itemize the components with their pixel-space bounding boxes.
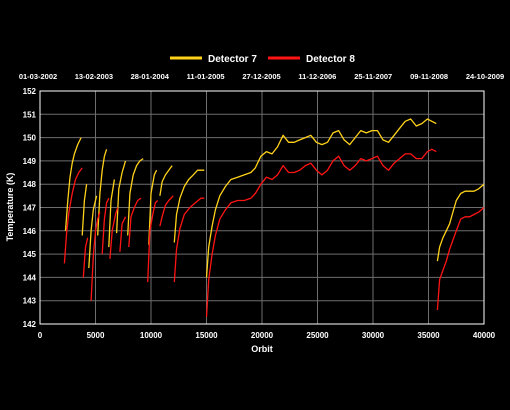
top-date-label: 28-01-2004: [131, 72, 170, 81]
legend: Detector 7 Detector 8: [170, 54, 355, 65]
series-line-segment: [159, 195, 174, 227]
top-date-label: 11-01-2005: [187, 72, 225, 81]
grid-lines: [40, 91, 484, 324]
series-line-segment: [205, 118, 437, 278]
top-date-label: 25-11-2007: [354, 72, 392, 81]
series-detector-8: [63, 148, 485, 318]
y-tick-label: 145: [23, 250, 37, 259]
top-date-label: 27-12-2005: [242, 72, 280, 81]
legend-label: Detector 8: [306, 54, 355, 65]
series-line-segment: [115, 160, 127, 234]
series-line-segment: [63, 167, 83, 264]
x-tick-label: 40000: [473, 331, 496, 340]
y-tick-label: 151: [23, 110, 37, 119]
series-line-segment: [127, 158, 144, 236]
x-tick-label: 30000: [362, 331, 385, 340]
x-tick-label: 20000: [251, 331, 274, 340]
x-axis-label: Orbit: [251, 344, 273, 354]
series-line-segment: [147, 200, 159, 283]
y-tick-label: 149: [23, 157, 37, 166]
series-line-segment: [173, 197, 205, 283]
x-tick-label: 10000: [140, 331, 163, 340]
y-tick-label: 148: [23, 180, 37, 189]
x-tick-label: 0: [38, 331, 43, 340]
y-tick-label: 144: [23, 273, 37, 282]
x-tick-label: 35000: [417, 331, 440, 340]
y-tick-label: 147: [23, 204, 37, 213]
x-tick-label: 25000: [306, 331, 329, 340]
series-line-segment: [82, 237, 89, 278]
series-layer: [63, 118, 485, 318]
y-tick-label: 142: [23, 320, 37, 329]
series-detector-7: [64, 118, 485, 278]
x-tick-label: 5000: [87, 331, 105, 340]
legend-label: Detector 7: [208, 54, 257, 65]
series-line-segment: [128, 197, 142, 248]
series-line-segment: [173, 169, 205, 243]
x-tick-labels: 0 5000 10000 15000 20000 25000 30000 35000 40000: [38, 331, 496, 340]
series-line-segment: [148, 169, 158, 245]
top-axis-date-labels: 01-03-2002 13-02-2003 28-01-2004 11-01-2005…: [19, 72, 504, 81]
y-tick-labels: 142 143 144 145 146 147 148 149 150 151 152: [23, 87, 37, 329]
top-date-label: 24-10-2009: [466, 72, 504, 81]
y-tick-label: 152: [23, 87, 37, 96]
series-line-segment: [436, 207, 485, 311]
y-axis-label: Temperature (K): [5, 173, 15, 242]
series-line-segment: [205, 148, 437, 318]
top-date-label: 13-02-2003: [75, 72, 113, 81]
series-line-segment: [119, 216, 127, 252]
series-line-segment: [88, 195, 98, 269]
series-line-segment: [109, 207, 119, 259]
series-line-segment: [81, 184, 88, 236]
series-line-segment: [108, 179, 116, 248]
series-line-segment: [90, 212, 101, 301]
top-date-label: 01-03-2002: [19, 72, 57, 81]
top-date-label: 11-12-2006: [298, 72, 336, 81]
series-line-segment: [436, 183, 485, 262]
y-tick-label: 146: [23, 227, 37, 236]
series-line-segment: [97, 149, 108, 236]
series-line-segment: [101, 197, 110, 255]
x-tick-label: 15000: [195, 331, 218, 340]
series-line-segment: [159, 165, 173, 196]
top-date-label: 09-11-2008: [410, 72, 448, 81]
y-tick-label: 143: [23, 297, 37, 306]
y-tick-label: 150: [23, 134, 37, 143]
series-line-segment: [64, 137, 82, 231]
